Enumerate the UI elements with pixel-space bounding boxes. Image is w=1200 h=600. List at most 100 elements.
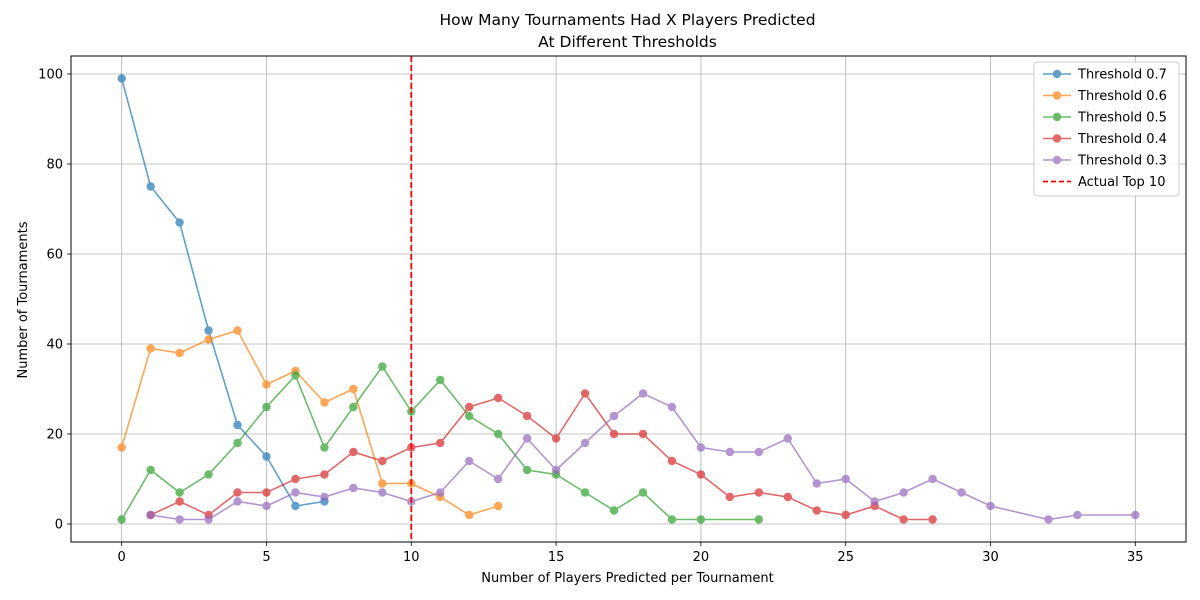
data-point (580, 438, 590, 448)
y-axis-label: Number of Tournaments (16, 221, 31, 378)
data-point (609, 411, 619, 421)
grid-lines (71, 56, 1186, 542)
data-point (754, 515, 764, 524)
series-line (120, 329, 499, 516)
series-line (120, 365, 759, 521)
x-tick-label: 0 (118, 550, 126, 565)
data-point (175, 218, 184, 227)
data-point (638, 429, 648, 439)
data-point (320, 398, 329, 407)
data-point (262, 501, 271, 511)
series-line (150, 392, 933, 521)
y-tick-label: 40 (46, 338, 63, 353)
data-point (320, 492, 329, 502)
legend-swatch-marker (1052, 134, 1062, 143)
data-point (175, 515, 184, 524)
data-point (667, 456, 677, 466)
data-point (349, 483, 358, 493)
data-point (522, 434, 532, 443)
data-point (638, 488, 648, 497)
series-group (117, 362, 764, 524)
legend-swatch (1043, 134, 1071, 143)
data-point (493, 429, 503, 439)
data-point (551, 434, 561, 443)
legend-label: Threshold 0.3 (1077, 154, 1167, 169)
legend-label: Actual Top 10 (1078, 175, 1165, 190)
data-point (580, 488, 590, 497)
x-tick-label: 35 (1127, 550, 1144, 565)
data-point (320, 470, 329, 479)
data-point (436, 488, 445, 497)
x-axis-label: Number of Players Predicted per Tourname… (481, 571, 774, 586)
data-point (378, 362, 387, 371)
series-group (117, 74, 329, 511)
legend-swatch-marker (1052, 112, 1062, 122)
legend-swatch (1043, 69, 1071, 79)
data-point (870, 497, 879, 506)
data-point (465, 510, 474, 520)
legend-swatch-marker (1052, 91, 1062, 100)
data-point (146, 182, 155, 191)
data-point (204, 335, 213, 344)
data-point (175, 348, 184, 358)
data-point (117, 515, 126, 524)
data-point (291, 501, 300, 511)
data-point (465, 456, 474, 466)
y-tick-label: 20 (46, 428, 63, 443)
data-point (1044, 515, 1053, 524)
data-point (117, 74, 126, 83)
data-point (725, 492, 735, 502)
series-line (120, 78, 325, 507)
data-point (667, 515, 677, 524)
data-point (233, 497, 242, 506)
data-point (609, 506, 619, 515)
data-point (349, 384, 358, 394)
series-lines (117, 74, 1140, 524)
y-tick-label: 100 (38, 68, 63, 83)
legend-label: Threshold 0.4 (1077, 132, 1167, 147)
data-point (146, 465, 155, 475)
data-point (378, 456, 387, 466)
data-point (262, 488, 271, 497)
data-point (117, 443, 126, 452)
data-point (436, 375, 445, 385)
data-point (783, 492, 792, 502)
data-point (638, 389, 648, 398)
data-point (204, 515, 213, 524)
x-axis-ticks: 0 5 10 15 20 25 30 35 (118, 542, 1144, 565)
legend-label: Threshold 0.5 (1077, 111, 1167, 126)
legend-swatch-marker (1052, 155, 1062, 165)
data-point (175, 488, 184, 497)
data-point (957, 488, 966, 497)
data-point (320, 443, 329, 452)
data-point (465, 402, 474, 412)
data-point (551, 465, 561, 475)
legend-swatch-marker (1052, 69, 1062, 79)
legend-swatch (1043, 91, 1071, 100)
x-tick-label: 30 (982, 550, 999, 565)
data-point (696, 470, 706, 479)
x-tick-label: 5 (262, 550, 270, 565)
data-point (146, 510, 155, 520)
data-point (378, 479, 387, 488)
y-axis-ticks: 0 20 40 60 80 100 (38, 68, 71, 533)
x-tick-label: 15 (548, 550, 565, 565)
data-point (233, 438, 242, 448)
data-point (609, 429, 619, 439)
data-point (262, 452, 271, 461)
data-point (1131, 510, 1140, 520)
y-tick-label: 80 (46, 158, 63, 173)
data-point (349, 447, 358, 457)
data-point (262, 402, 271, 412)
data-point (754, 447, 764, 457)
data-point (493, 474, 503, 484)
y-tick-label: 60 (46, 248, 63, 263)
data-point (493, 393, 503, 403)
data-point (841, 474, 850, 484)
x-tick-label: 25 (837, 550, 854, 565)
data-point (175, 497, 184, 506)
data-point (725, 447, 735, 457)
data-point (204, 326, 213, 335)
data-point (291, 371, 300, 380)
